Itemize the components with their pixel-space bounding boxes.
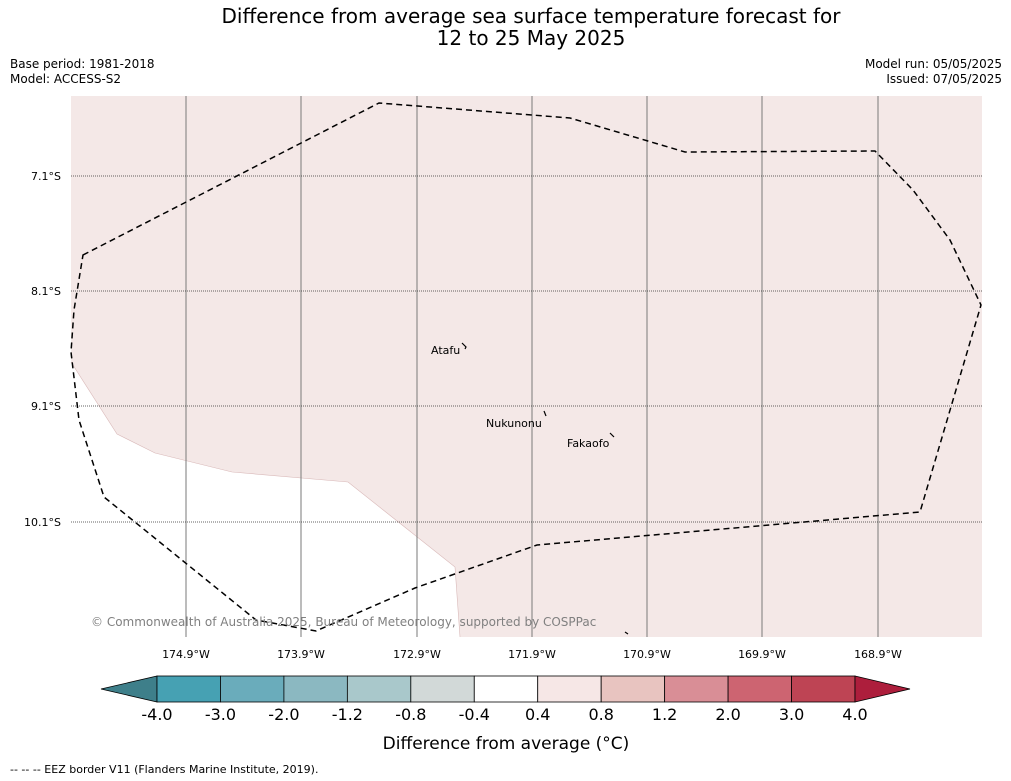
atafu-island xyxy=(461,342,467,350)
colorbar-tick-label: 3.0 xyxy=(779,705,804,724)
colorbar-tick-label: 1.2 xyxy=(652,705,677,724)
model-name: Model: ACCESS-S2 xyxy=(10,72,122,86)
colorbar: -4.0 -3.0 -2.0 -1.2 -0.8 -0.4 0.4 0.8 1.2 2.0 3.0 4… xyxy=(100,675,911,754)
colorbar-label: Difference from average (°C) xyxy=(383,734,630,754)
colorbar-segment xyxy=(283,675,348,703)
lon-label: 168.9°W xyxy=(854,648,902,661)
lon-label: 169.9°W xyxy=(738,648,786,661)
eez-legend-note: -- -- -- EEZ border V11 (Flanders Marine… xyxy=(10,763,319,776)
chart-title: Difference from average sea surface temp… xyxy=(0,5,1011,49)
place-label-fakaofo: Fakaofo xyxy=(567,437,610,450)
colorbar-segment xyxy=(537,675,602,703)
base-period: Base period: 1981-2018 xyxy=(10,57,155,71)
colorbar-tick-label: 0.4 xyxy=(525,705,550,724)
colorbar-tick-label: -1.2 xyxy=(332,705,363,724)
title-line-2: 12 to 25 May 2025 xyxy=(436,26,626,50)
colorbar-segment xyxy=(791,675,856,703)
colorbar-extend-high xyxy=(854,675,911,703)
copyright-text: © Commonwealth of Australia 2025, Bureau… xyxy=(91,615,596,629)
colorbar-segment xyxy=(156,675,221,703)
lat-label: 8.1°S xyxy=(31,285,61,298)
title-line-1: Difference from average sea surface temp… xyxy=(221,4,841,28)
lon-label: 173.9°W xyxy=(277,648,325,661)
colorbar-segment xyxy=(727,675,792,703)
fakaofo-island xyxy=(609,432,615,438)
colorbar-segment xyxy=(410,675,475,703)
place-label-atafu: Atafu xyxy=(431,344,460,357)
colorbar-tick-label: 0.8 xyxy=(588,705,613,724)
model-run: Model run: 05/05/2025 xyxy=(864,57,1002,71)
meta-right: Model run: 05/05/2025 Issued: 07/05/2025 xyxy=(865,57,1002,87)
colorbar-segment xyxy=(346,675,412,703)
colorbar-tick-label: 2.0 xyxy=(715,705,740,724)
lat-label: 7.1°S xyxy=(31,170,61,183)
small-island xyxy=(624,631,629,635)
lat-label: 10.1°S xyxy=(24,516,61,529)
colorbar-segment xyxy=(600,675,666,703)
issued-date: Issued: 07/05/2025 xyxy=(886,72,1002,86)
lon-label: 170.9°W xyxy=(623,648,671,661)
lon-label: 172.9°W xyxy=(393,648,441,661)
meta-left: Base period: 1981-2018 Model: ACCESS-S2 xyxy=(10,57,155,87)
eez-border xyxy=(70,102,982,632)
neutral-region xyxy=(71,362,460,637)
neutral-region-edge xyxy=(70,361,461,638)
place-label-nukunonu: Nukunonu xyxy=(486,417,542,430)
colorbar-tick-labels: -4.0 -3.0 -2.0 -1.2 -0.8 -0.4 0.4 0.8 1.2 2.0 3.0 4… xyxy=(141,705,867,724)
colorbar-tick-label: -2.0 xyxy=(268,705,299,724)
colorbar-tick-label: -0.8 xyxy=(395,705,426,724)
meridian-lines xyxy=(185,96,879,637)
colorbar-segments xyxy=(156,675,856,703)
lon-label: 174.9°W xyxy=(162,648,210,661)
colorbar-segment xyxy=(473,675,539,703)
colorbar-extend-low xyxy=(100,675,158,703)
colorbar-segment xyxy=(220,675,285,703)
nukunonu-island xyxy=(543,410,547,417)
colorbar-segment xyxy=(664,675,729,703)
colorbar-tick-label: 4.0 xyxy=(842,705,867,724)
lon-label: 171.9°W xyxy=(508,648,556,661)
lat-label: 9.1°S xyxy=(31,400,61,413)
colorbar-tick-label: -4.0 xyxy=(141,705,172,724)
colorbar-tick-label: -3.0 xyxy=(205,705,236,724)
colorbar-tick-label: -0.4 xyxy=(459,705,490,724)
